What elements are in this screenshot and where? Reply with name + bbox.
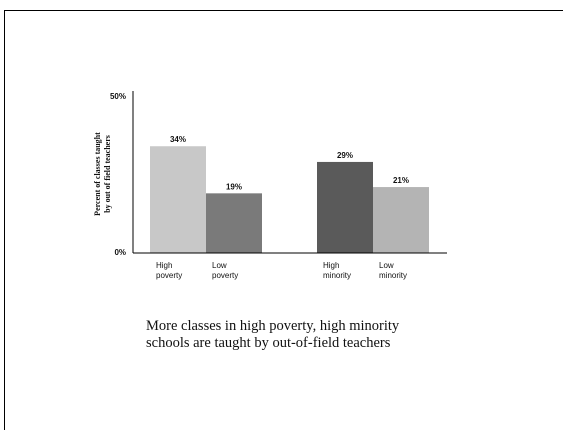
chart-caption: More classes in high poverty, high minor… [146,318,476,352]
bar-1-1 [373,187,429,253]
y-axis-title-line-2: by out of field teachers [103,135,112,213]
bar-0-0-value-label: 34% [170,135,186,144]
y-axis-title: Percent of classes taught by out of fiel… [93,132,112,216]
caption-line-1: More classes in high poverty, high minor… [146,318,400,334]
bar-0-1 [206,193,262,253]
bar-0-1-value-label: 19% [226,182,242,191]
bar-1-0-category-label: High minority [323,261,351,280]
bar-1-0-value-label: 29% [337,151,353,160]
slide-frame [4,10,563,430]
bar-0-0 [150,146,206,253]
y-axis-title-line-1: Percent of classes taught [93,132,102,216]
y-tick-label-max: 50% [110,92,126,101]
bar-1-1-value-label: 21% [393,176,409,185]
bar-1-0 [317,161,373,253]
caption-line-2: schools are taught by out-of-field teach… [146,335,391,351]
bar-0-0-category-label: High poverty [156,261,182,280]
y-tick-label-min: 0% [114,248,126,257]
bar-1-1-category-label: Low minority [379,261,407,280]
bar-0-1-category-label: Low poverty [212,261,238,280]
